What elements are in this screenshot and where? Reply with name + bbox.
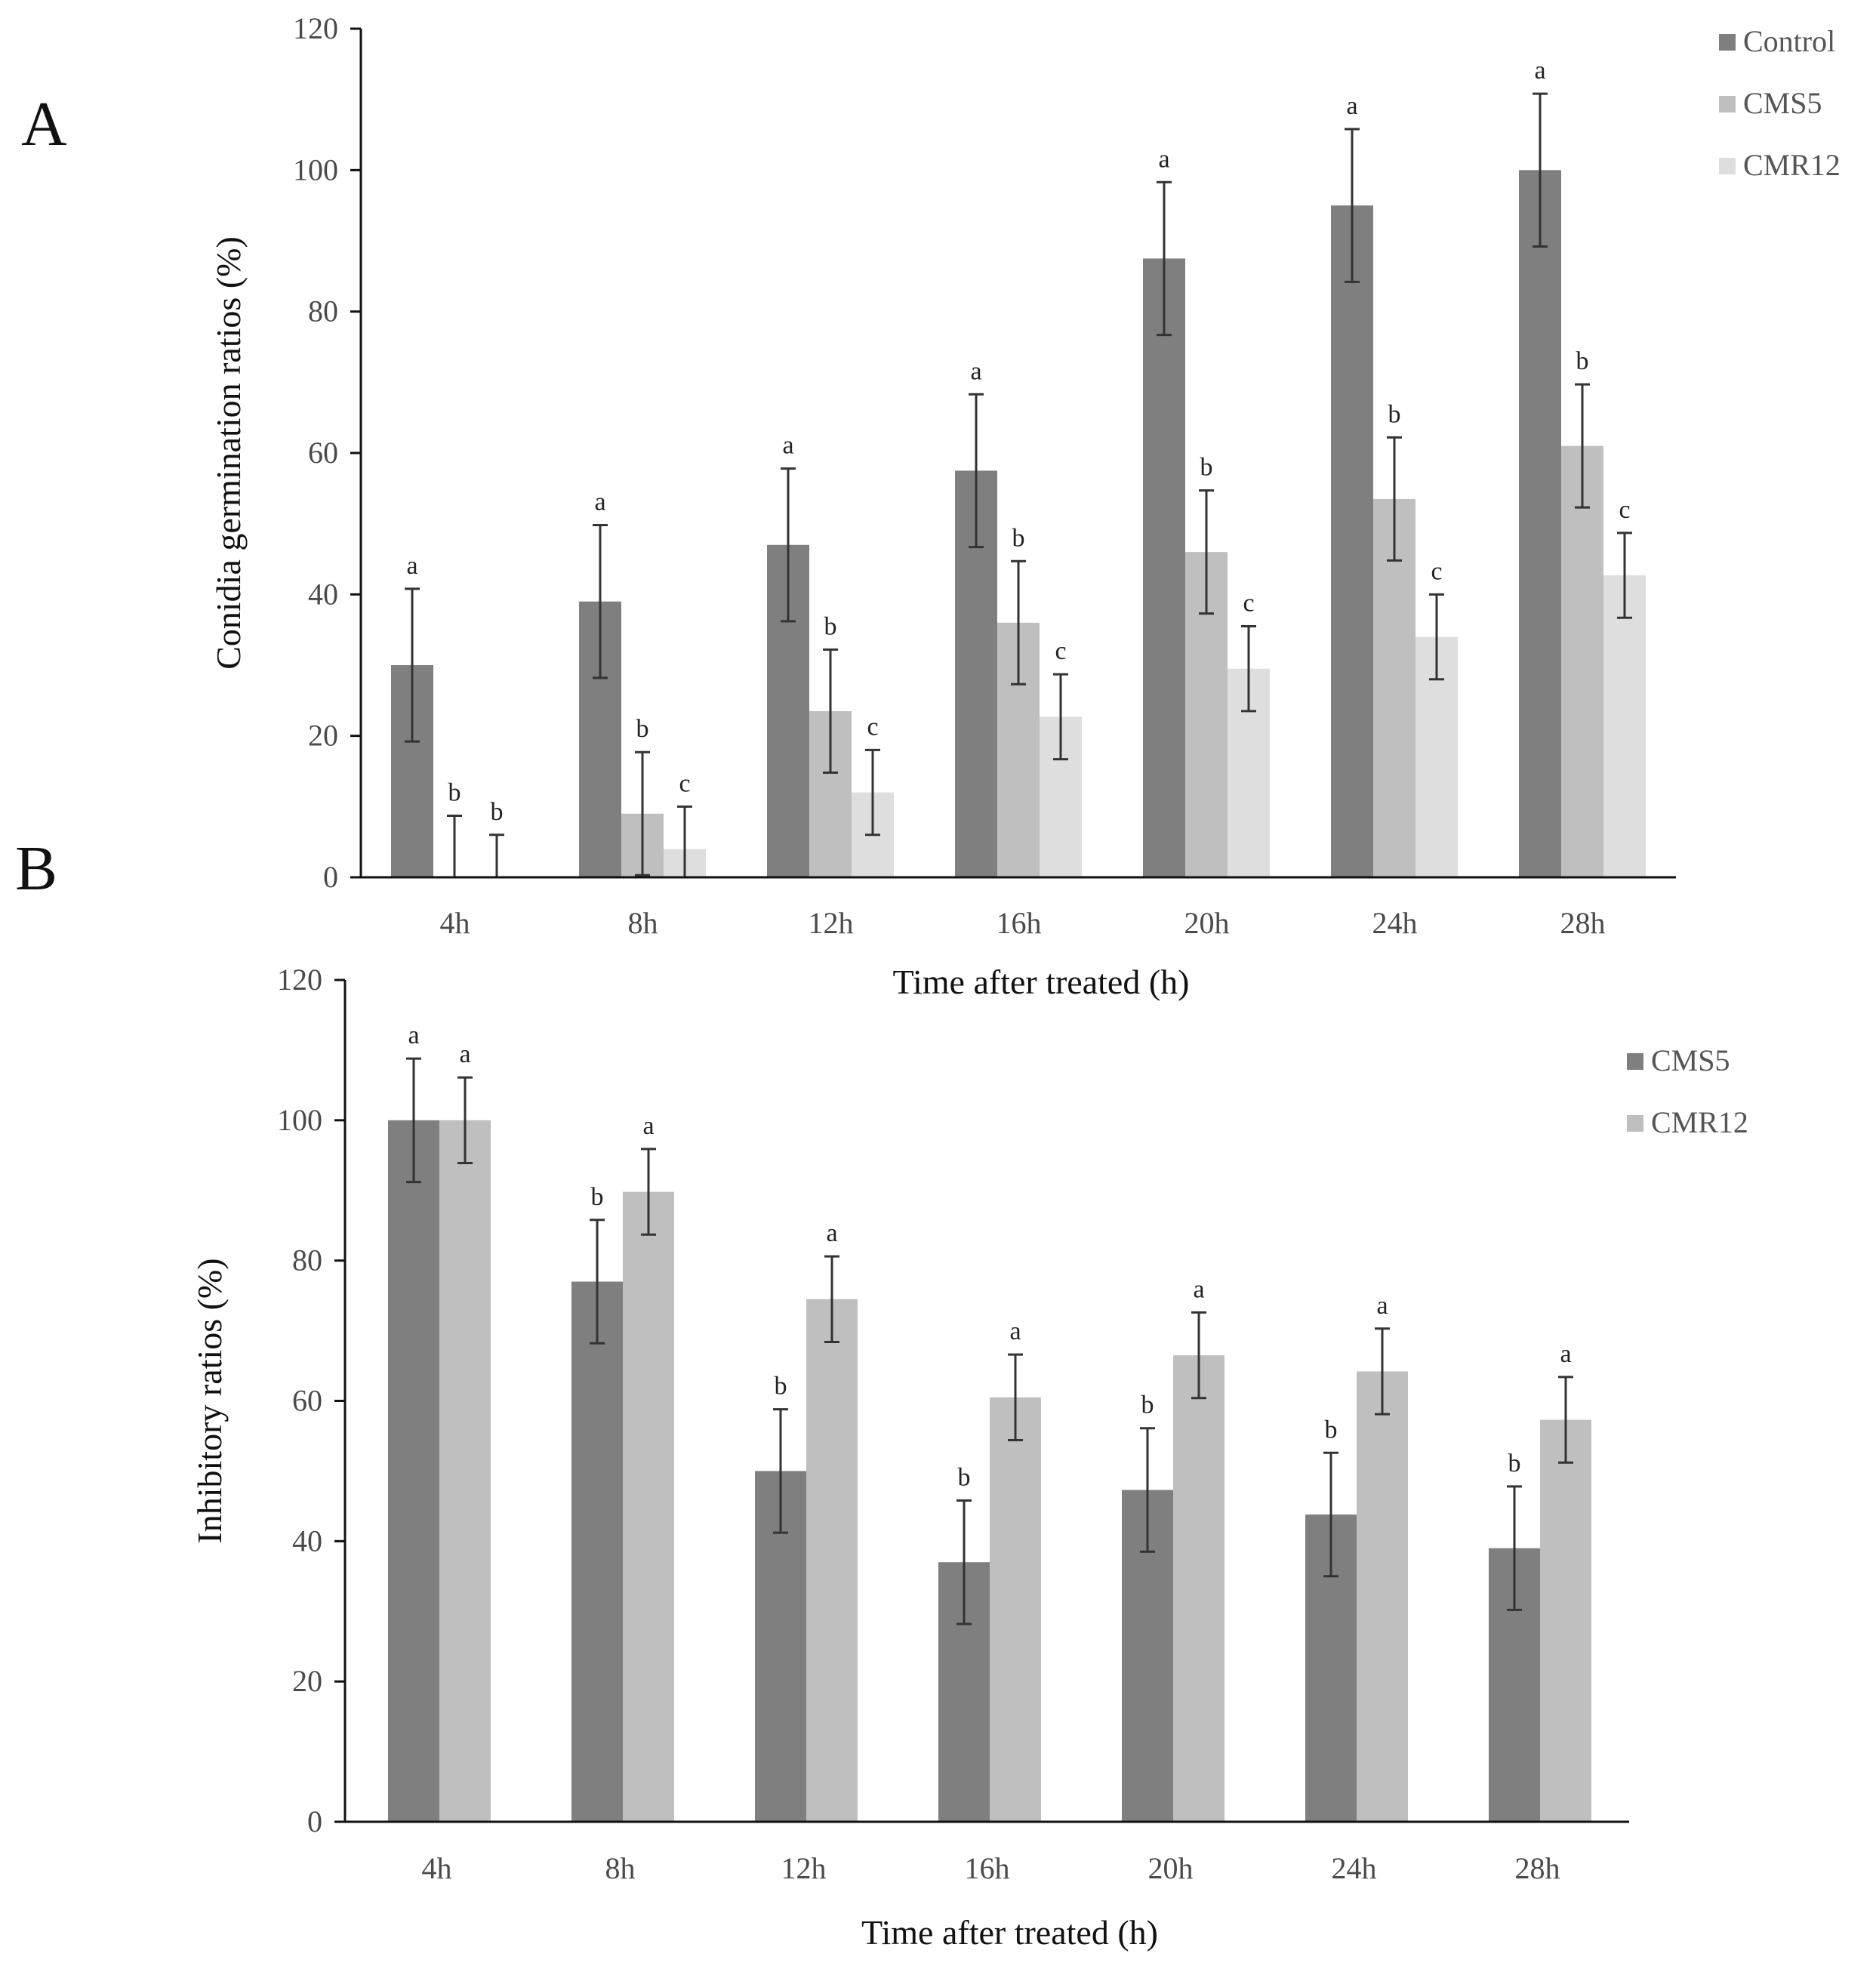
x-tick-label: 28h [1515,1851,1560,1885]
bar-cms5 [388,1120,439,1822]
significance-letter: b [1508,1450,1521,1478]
y-tick-label: 40 [292,1524,322,1558]
legend-label: CMS5 [1651,1043,1730,1077]
significance-letter: b [775,1373,787,1400]
x-tick-label: 4h [422,1851,452,1885]
x-tick-label: 20h [1148,1851,1194,1885]
significance-letter: c [867,713,878,741]
bar-cms5 [1561,445,1603,877]
legend-swatch [1719,34,1736,51]
legend-swatch [1719,96,1736,112]
significance-letter: a [826,1219,837,1247]
significance-letter: a [459,1040,470,1068]
bar-cmr12 [990,1397,1041,1822]
panel-label: B [15,834,57,904]
x-tick-label: 8h [605,1851,636,1885]
y-tick-label: 20 [308,719,338,753]
legend-label: CMS5 [1743,86,1822,120]
chart-b: B 0 20 40 60 80 100 120 a a 4h b a 8h b a 12h b a 16h b a 20h b… [15,834,1748,1952]
significance-letter: a [1193,1275,1204,1303]
x-axis-title: Time after treated (h) [893,963,1190,1001]
y-tick-label: 0 [323,860,338,894]
y-tick-label: 0 [307,1804,322,1838]
significance-letter: b [491,798,504,826]
significance-letter: a [970,357,981,385]
bar-control [1143,258,1185,878]
significance-letter: a [1534,57,1545,85]
chart-a: A 0 20 40 60 80 100 120 a b b 4h a b c 8h a b c 12h a b c 16h a b… [21,11,1841,1001]
x-tick-label: 24h [1372,906,1418,940]
significance-letter: b [1388,400,1401,428]
y-tick-label: 100 [293,153,338,186]
x-tick-label: 16h [997,906,1042,940]
significance-letter: b [1012,524,1025,552]
x-tick-label: 20h [1184,906,1230,940]
y-tick-label: 80 [292,1243,322,1277]
significance-letter: a [406,552,417,580]
significance-letter: a [1009,1317,1021,1345]
legend-label: CMR12 [1651,1105,1748,1139]
bar-cmr12 [1540,1419,1591,1822]
significance-letter: a [408,1021,419,1049]
x-axis-title: Time after treated (h) [861,1913,1158,1952]
significance-letter: a [1560,1340,1571,1368]
legend-label: CMR12 [1743,148,1841,182]
significance-letter: c [1619,496,1630,524]
significance-letter: b [591,1183,604,1211]
y-tick-label: 80 [308,294,338,328]
significance-letter: b [1141,1391,1154,1419]
significance-letter: c [679,769,690,797]
significance-letter: a [642,1112,654,1140]
y-axis-title: Inhibitory ratios (%) [190,1258,229,1543]
significance-letter: a [594,488,605,516]
x-tick-label: 12h [809,906,854,940]
significance-letter: c [1243,589,1254,617]
significance-letter: a [1376,1292,1388,1320]
y-tick-label: 60 [308,436,338,470]
significance-letter: b [1576,347,1589,375]
significance-letter: a [782,432,793,460]
bar-cmr12 [439,1120,491,1822]
legend-swatch [1719,158,1736,174]
significance-letter: a [1158,145,1169,173]
legend-swatch [1627,1115,1643,1132]
x-tick-label: 4h [440,906,470,940]
x-tick-label: 24h [1332,1851,1377,1885]
bar-cmr12 [1357,1371,1408,1822]
legend-swatch [1627,1053,1643,1070]
significance-letter: c [1431,557,1442,585]
x-tick-label: 12h [781,1851,827,1885]
y-tick-label: 120 [293,11,338,45]
y-tick-label: 20 [292,1664,322,1698]
bar-cmr12 [806,1299,858,1822]
y-tick-label: 120 [277,963,322,997]
significance-letter: b [958,1463,971,1491]
bar-cmr12 [623,1191,674,1822]
significance-letter: b [448,779,461,807]
bar-cms5 [1373,498,1415,877]
significance-letter: b [636,715,649,743]
significance-letter: b [1325,1416,1338,1444]
bar-cmr12 [1603,575,1646,877]
x-tick-label: 8h [628,906,658,940]
x-tick-label: 28h [1560,906,1606,940]
y-tick-label: 60 [292,1384,322,1418]
x-tick-label: 16h [965,1851,1010,1885]
bar-cms5 [571,1281,623,1822]
panel-label: A [21,89,67,159]
bar-control [1331,205,1373,878]
significance-letter: b [824,612,837,640]
bar-cmr12 [1173,1355,1224,1822]
significance-letter: b [1200,454,1213,482]
bar-control [1519,170,1561,878]
significance-letter: c [1055,637,1066,665]
y-axis-title: Conidia germination ratios (%) [209,236,248,670]
y-tick-label: 40 [308,577,338,611]
y-tick-label: 100 [277,1103,322,1137]
significance-letter: a [1346,92,1357,120]
legend-label: Control [1743,24,1835,58]
